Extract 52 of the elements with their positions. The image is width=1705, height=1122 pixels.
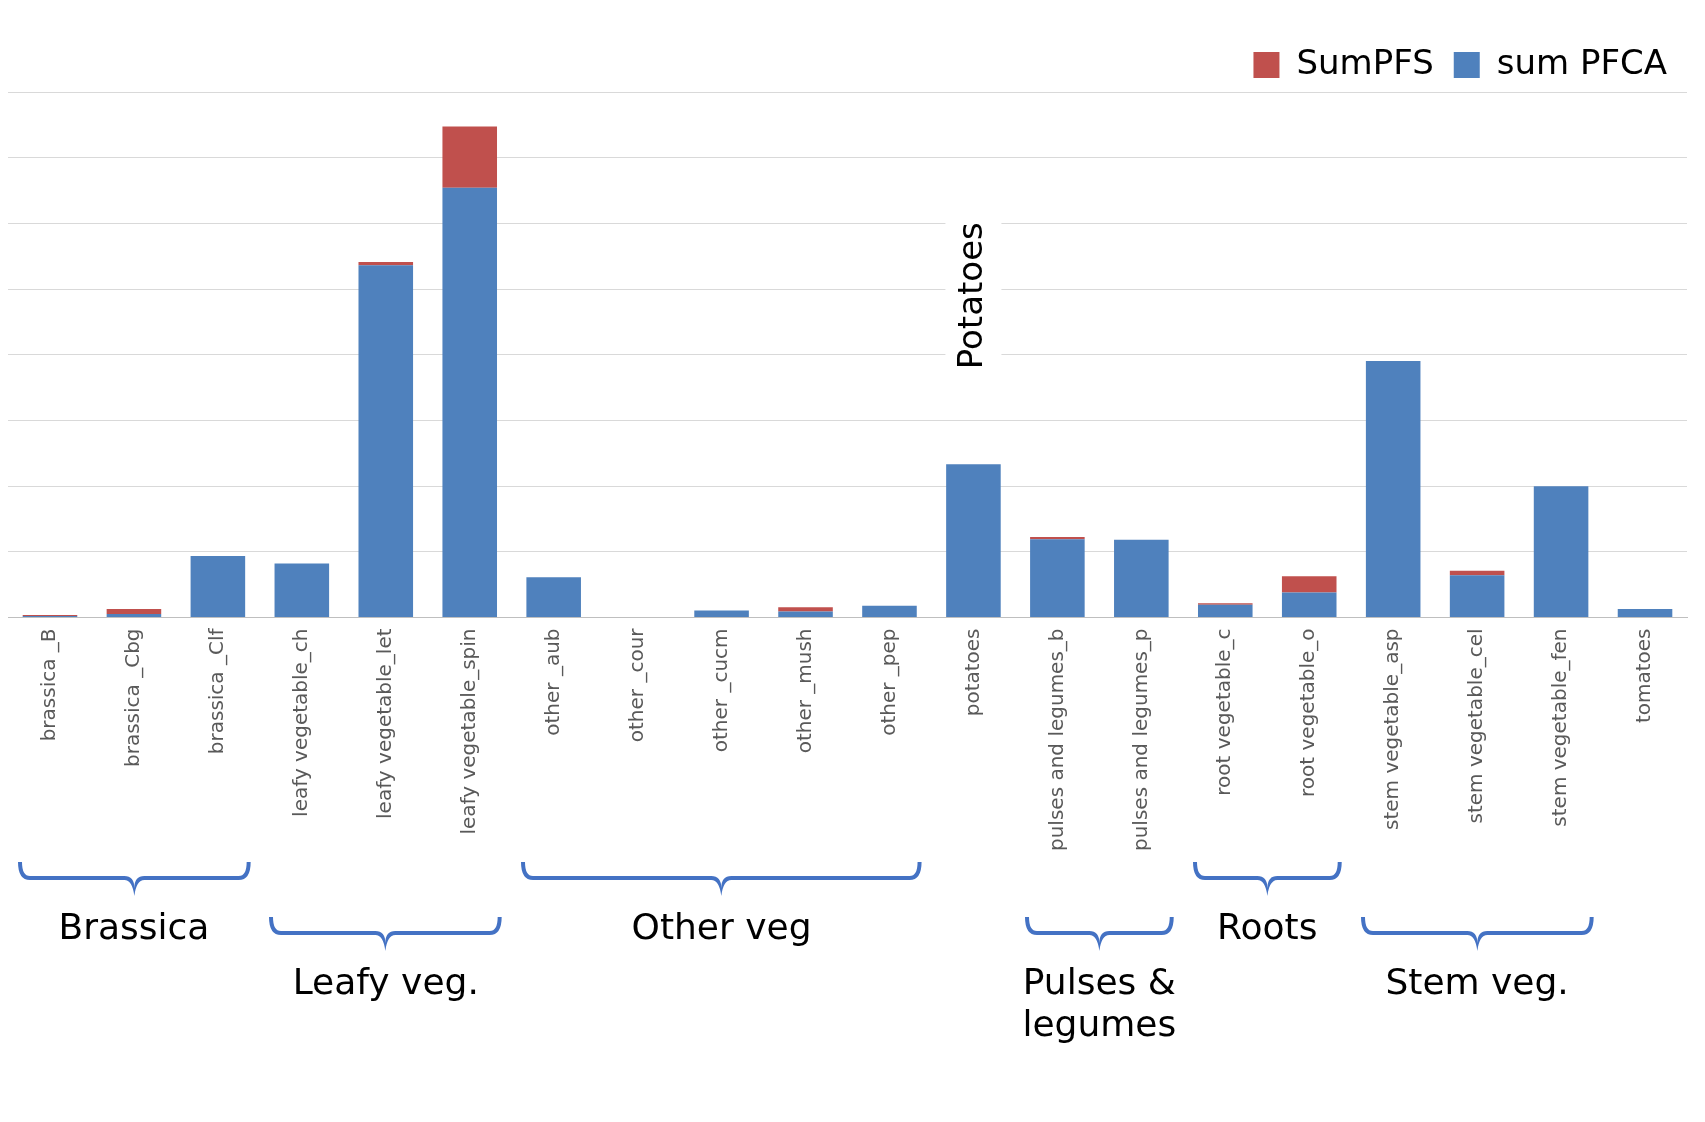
bar — [1365, 361, 1421, 617]
bar — [1197, 604, 1253, 617]
bar — [274, 563, 330, 617]
legend-label: SumPFS — [1296, 41, 1434, 82]
legend-label: sum PFCA — [1496, 41, 1667, 82]
bar — [106, 609, 162, 615]
text: Roots — [1216, 906, 1319, 948]
bar — [946, 464, 1001, 617]
x-tick-label: stem vegetable_fen — [1547, 628, 1572, 827]
text: Other veg — [630, 906, 813, 948]
x-tick-label: tomatoes — [1631, 628, 1656, 724]
text: Leafy veg. — [291, 961, 480, 1003]
x-tick-label: root vegetable_o — [1295, 628, 1320, 797]
annotation: Potatoes — [950, 222, 991, 370]
x-tick-label: pulses and legumes_p — [1127, 628, 1152, 852]
bar — [778, 607, 833, 612]
x-tick-label: root vegetable_c — [1211, 628, 1236, 796]
x-tick-label: other _cucm — [707, 628, 732, 753]
bar — [1449, 575, 1505, 617]
x-tick-label: brassica _Clf — [204, 627, 229, 755]
text: Pulses & legumes — [1021, 961, 1178, 1045]
bar — [1533, 486, 1589, 617]
bar — [106, 614, 162, 617]
bar — [1617, 609, 1673, 617]
x-tick-label: leafy vegetable_ch — [288, 628, 313, 817]
x-tick-label: stem vegetable_asp — [1379, 628, 1404, 831]
bar — [1030, 539, 1085, 617]
x-tick-label: leafy vegetable_let — [371, 628, 396, 819]
x-tick-label: pulses and legumes_b — [1043, 628, 1068, 852]
bar — [778, 611, 833, 617]
x-tick-label: leafy vegetable_spin — [455, 628, 480, 835]
x-tick-label: other _aub — [539, 628, 564, 736]
bar — [1449, 570, 1505, 576]
text: Stem veg. — [1384, 961, 1570, 1003]
x-tick-label: other _pep — [875, 628, 900, 736]
bar — [1281, 592, 1337, 617]
bar — [358, 265, 414, 617]
bar — [442, 187, 498, 617]
x-tick-label: other _cour — [623, 627, 648, 743]
x-tick-label: potatoes — [959, 628, 984, 717]
x-tick-label: brassica _B — [36, 628, 61, 742]
bar — [694, 610, 749, 617]
x-tick-label: other _mush — [791, 628, 816, 754]
text: Brassica — [57, 906, 211, 948]
bar — [526, 577, 581, 617]
bar — [1281, 576, 1337, 593]
x-tick-label: brassica _Cbg — [120, 628, 145, 767]
bar — [442, 126, 498, 188]
bar — [190, 556, 246, 617]
x-tick-label: stem vegetable_cel — [1463, 628, 1488, 824]
bar — [862, 605, 917, 617]
bar — [1114, 539, 1169, 617]
